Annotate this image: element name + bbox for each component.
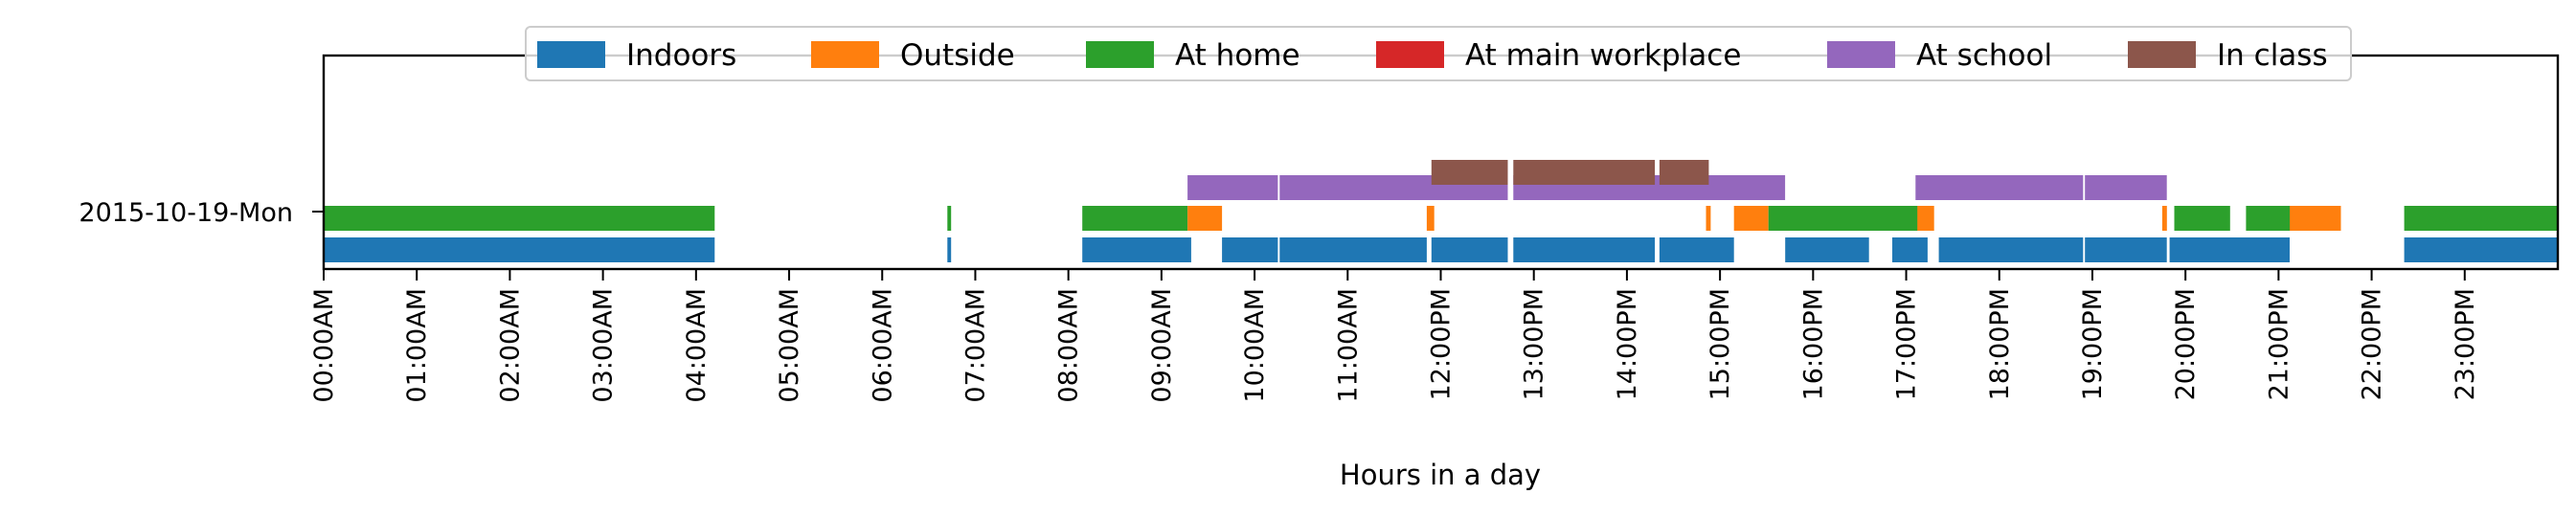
x-tick-label: 13:00PM (1520, 288, 1549, 400)
bar-outside (1187, 206, 1223, 231)
bar-indoors (2169, 237, 2290, 262)
x-tick-label: 02:00AM (495, 288, 525, 403)
bar-in-class (1431, 160, 1508, 185)
x-axis-title: Hours in a day (1340, 459, 1541, 491)
bar-indoors (1431, 237, 1508, 262)
x-tick-label: 18:00PM (1985, 288, 2015, 400)
legend-label-indoors: Indoors (626, 38, 736, 73)
bar-at-home (2246, 206, 2291, 231)
x-tick-label: 16:00PM (1798, 288, 1828, 400)
bar-at-school (1915, 175, 2084, 200)
x-tick-label: 11:00AM (1333, 288, 1363, 403)
legend-label-at-main-workplace: At main workplace (1465, 38, 1741, 73)
x-tick-label: 22:00PM (2358, 288, 2387, 400)
legend-swatch-in-class (2128, 41, 2196, 68)
x-tick-label: 20:00PM (2171, 288, 2201, 400)
x-tick-label: 17:00PM (1892, 288, 1922, 400)
legend-label-at-home: At home (1175, 38, 1300, 73)
legend-label-outside: Outside (900, 38, 1015, 73)
x-tick-label: 05:00AM (775, 288, 804, 403)
legend-swatch-at-school (1827, 41, 1895, 68)
bar-indoors (324, 237, 715, 262)
bar-outside (1426, 206, 1435, 231)
bar-outside (1915, 206, 1934, 231)
legend-label-in-class: In class (2217, 38, 2328, 73)
x-tick-label: 00:00AM (309, 288, 339, 403)
x-tick-label: 01:00AM (402, 288, 432, 403)
x-tick-label: 06:00AM (868, 288, 897, 403)
bar-in-class (1659, 160, 1709, 185)
row-label: 2015-10-19-Mon (79, 198, 293, 228)
legend-swatch-outside (811, 41, 879, 68)
legend-swatch-at-main-workplace (1376, 41, 1444, 68)
bar-indoors (1659, 237, 1734, 262)
bar-outside (1733, 206, 1769, 231)
bar-at-school (2085, 175, 2167, 200)
x-tick-label: 09:00AM (1147, 288, 1177, 403)
x-tick-label: 15:00PM (1706, 288, 1735, 400)
bar-outside (2290, 206, 2341, 231)
x-tick-label: 23:00PM (2451, 288, 2480, 400)
bar-at-school (1187, 175, 1278, 200)
bar-outside (1706, 206, 1711, 231)
bar-at-home (1768, 206, 1918, 231)
activity-bars (324, 160, 2558, 262)
x-tick-label: 08:00AM (1054, 288, 1084, 403)
bar-indoors (2085, 237, 2167, 262)
bar-indoors (1892, 237, 1928, 262)
x-tick-label: 14:00PM (1613, 288, 1642, 400)
x-axis: 00:00AM 01:00AM 02:00AM 03:00AM 04:00AM 05:00… (309, 269, 2480, 403)
bar-indoors (1938, 237, 2084, 262)
bar-indoors (2404, 237, 2558, 262)
bar-at-home (2404, 206, 2558, 231)
bar-indoors (1513, 237, 1656, 262)
x-tick-label: 03:00AM (589, 288, 619, 403)
bar-at-home (324, 206, 715, 231)
bar-indoors (1785, 237, 1869, 262)
bar-indoors (1222, 237, 1278, 262)
bar-indoors (1279, 237, 1427, 262)
bar-at-home (1082, 206, 1187, 231)
x-tick-label: 12:00PM (1427, 288, 1457, 400)
legend-swatch-at-home (1086, 41, 1154, 68)
bar-indoors (947, 237, 952, 262)
legend: Indoors Outside At home At main workplace At… (525, 26, 2352, 81)
bar-in-class (1513, 160, 1656, 185)
x-tick-label: 10:00AM (1240, 288, 1270, 403)
x-tick-label: 19:00PM (2078, 288, 2108, 400)
x-tick-label: 21:00PM (2264, 288, 2294, 400)
x-tick-label: 04:00AM (682, 288, 712, 403)
x-tick-label: 07:00AM (960, 288, 990, 403)
legend-swatch-indoors (537, 41, 605, 68)
bar-at-home (2174, 206, 2230, 231)
bar-outside (2161, 206, 2167, 231)
y-axis: 2015-10-19-Mon (79, 198, 324, 228)
bar-at-home (947, 206, 952, 231)
bar-indoors (1082, 237, 1191, 262)
legend-label-at-school: At school (1916, 38, 2052, 73)
